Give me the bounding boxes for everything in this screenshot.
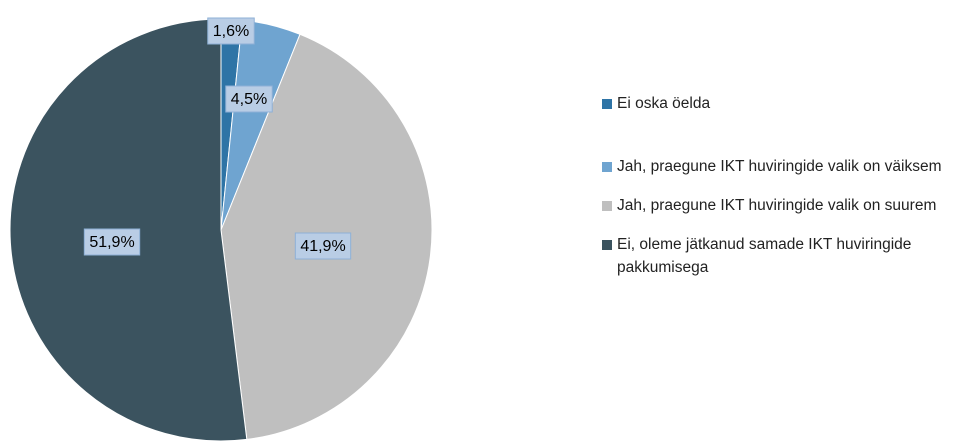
legend-item: Jah, praegune IKT huviringide valik on v… [602, 155, 960, 178]
legend: Ei oska öelda Jah, praegune IKT huviringi… [602, 92, 960, 279]
data-label-text: 51,9% [89, 234, 134, 251]
data-label-box [83, 228, 141, 256]
legend-label: Jah, praegune IKT huviringide valik on s… [617, 197, 937, 214]
legend-label: Ei, oleme jätkanud samade IKT huviringid… [617, 236, 912, 276]
legend-swatch [602, 240, 612, 250]
legend-swatch [602, 162, 612, 172]
data-label-box [207, 17, 255, 45]
data-label: 4,5% [225, 85, 273, 113]
legend-item: Ei oska öelda [602, 92, 960, 115]
legend-swatch [602, 201, 612, 211]
legend-label: Ei oska öelda [617, 95, 711, 112]
data-label: 1,6% [207, 17, 255, 45]
data-label-text: 1,6% [213, 23, 249, 40]
data-label-box [225, 85, 273, 113]
data-label-box [294, 232, 352, 260]
data-label-text: 41,9% [300, 238, 345, 255]
legend-label: Jah, praegune IKT huviringide valik on v… [617, 158, 942, 175]
data-label-text: 4,5% [231, 91, 267, 108]
legend-item: Ei, oleme jätkanud samade IKT huviringid… [602, 233, 960, 279]
data-label: 41,9% [294, 232, 352, 260]
legend-item: Jah, praegune IKT huviringide valik on s… [602, 194, 960, 217]
data-label: 51,9% [83, 228, 141, 256]
legend-swatch [602, 99, 612, 109]
